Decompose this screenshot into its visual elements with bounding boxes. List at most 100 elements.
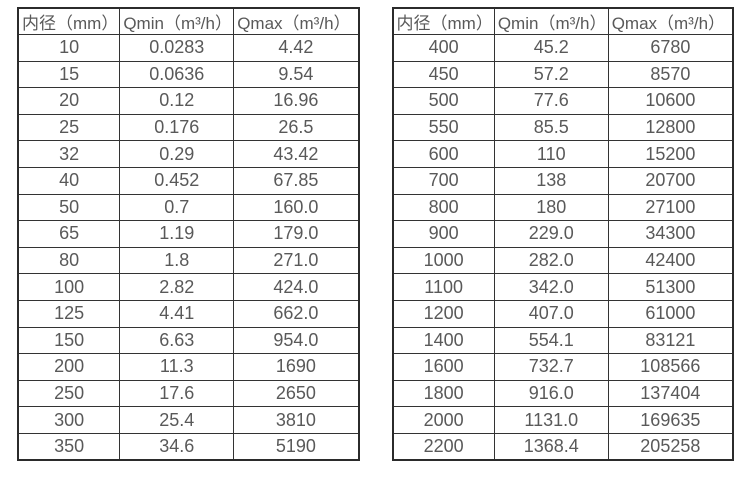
qmax-cell: 3810 [233, 406, 359, 434]
table-row: 65 1.19 179.0 [17, 220, 359, 248]
diameter-cell: 80 [17, 246, 121, 275]
table-row: 600 110 15200 [392, 140, 734, 168]
table-row: 125 4.41 662.0 [17, 299, 359, 328]
table-header-row: 内径（mm） Qmin（m³/h） Qmax（m³/h） [17, 7, 359, 35]
diameter-cell: 50 [17, 193, 121, 222]
qmin-cell: 85.5 [493, 113, 609, 142]
qmin-cell: 1.8 [119, 246, 235, 275]
table-row: 1200 407.0 61000 [392, 299, 734, 328]
flow-rate-table-large-diameters: 内径（mm） Qmin（m³/h） Qmax（m³/h） 400 45.2 6780 45… [391, 7, 734, 461]
diameter-cell: 800 [392, 193, 495, 222]
qmax-cell: 271.0 [233, 246, 359, 275]
table-row: 200 11.3 1690 [17, 353, 359, 381]
qmin-cell: 554.1 [493, 326, 609, 355]
qmin-cell: 407.0 [493, 299, 609, 328]
table-row: 40 0.452 67.85 [17, 166, 359, 195]
qmax-cell: 42400 [607, 246, 734, 275]
diameter-cell: 65 [17, 220, 121, 248]
qmin-cell: 0.452 [119, 166, 235, 195]
qmax-cell: 1690 [233, 353, 359, 381]
table-row: 1600 732.7 108566 [392, 353, 734, 381]
diameter-cell: 700 [392, 166, 495, 195]
qmin-cell: 6.63 [119, 326, 235, 355]
diameter-cell: 125 [17, 299, 121, 328]
table-row: 550 85.5 12800 [392, 113, 734, 142]
qmin-cell: 0.0636 [119, 60, 235, 89]
table-row: 100 2.82 424.0 [17, 273, 359, 301]
diameter-cell: 1100 [392, 273, 495, 301]
diameter-cell: 500 [392, 87, 495, 115]
qmin-cell: 0.12 [119, 87, 235, 115]
table-row: 2000 1131.0 169635 [392, 406, 734, 434]
table-row: 32 0.29 43.42 [17, 140, 359, 168]
table-row: 400 45.2 6780 [392, 34, 734, 62]
diameter-cell: 40 [17, 166, 121, 195]
qmin-cell: 45.2 [493, 34, 609, 62]
qmax-cell: 67.85 [233, 166, 359, 195]
table-row: 2200 1368.4 205258 [392, 432, 734, 461]
table-body: 400 45.2 6780 450 57.2 8570 500 77.6 10600 550 85.… [392, 34, 734, 461]
flow-rate-table-small-diameters: 内径（mm） Qmin（m³/h） Qmax（m³/h） 10 0.0283 4.42 1… [17, 7, 360, 461]
diameter-cell: 150 [17, 326, 121, 355]
diameter-column-header: 内径（mm） [17, 7, 121, 35]
qmin-cell: 34.6 [119, 432, 235, 461]
table-row: 1800 916.0 137404 [392, 379, 734, 408]
qmax-cell: 61000 [607, 299, 734, 328]
qmax-cell: 2650 [233, 379, 359, 408]
qmax-cell: 108566 [607, 353, 734, 381]
diameter-cell: 100 [17, 273, 121, 301]
qmax-cell: 83121 [607, 326, 734, 355]
qmax-cell: 16.96 [233, 87, 359, 115]
diameter-cell: 25 [17, 113, 121, 142]
qmax-cell: 4.42 [233, 34, 359, 62]
qmax-cell: 51300 [607, 273, 734, 301]
qmax-cell: 160.0 [233, 193, 359, 222]
qmax-cell: 9.54 [233, 60, 359, 89]
qmin-cell: 0.0283 [119, 34, 235, 62]
table-row: 25 0.176 26.5 [17, 113, 359, 142]
qmin-cell: 77.6 [493, 87, 609, 115]
diameter-cell: 550 [392, 113, 495, 142]
diameter-cell: 400 [392, 34, 495, 62]
table-row: 250 17.6 2650 [17, 379, 359, 408]
diameter-cell: 1600 [392, 353, 495, 381]
table-row: 300 25.4 3810 [17, 406, 359, 434]
qmax-cell: 5190 [233, 432, 359, 461]
diameter-cell: 300 [17, 406, 121, 434]
qmax-cell: 169635 [607, 406, 734, 434]
qmin-cell: 1.19 [119, 220, 235, 248]
table-row: 150 6.63 954.0 [17, 326, 359, 355]
qmin-cell: 1131.0 [493, 406, 609, 434]
table-row: 1100 342.0 51300 [392, 273, 734, 301]
qmin-cell: 342.0 [493, 273, 609, 301]
qmin-column-header: Qmin（m³/h） [493, 7, 609, 35]
qmin-cell: 11.3 [119, 353, 235, 381]
table-row: 15 0.0636 9.54 [17, 60, 359, 89]
qmin-cell: 180 [493, 193, 609, 222]
table-row: 10 0.0283 4.42 [17, 34, 359, 62]
diameter-cell: 32 [17, 140, 121, 168]
diameter-cell: 600 [392, 140, 495, 168]
qmax-cell: 10600 [607, 87, 734, 115]
qmax-cell: 34300 [607, 220, 734, 248]
qmax-cell: 137404 [607, 379, 734, 408]
qmax-cell: 205258 [607, 432, 734, 461]
qmax-column-header: Qmax（m³/h） [233, 7, 359, 35]
diameter-cell: 200 [17, 353, 121, 381]
table-row: 350 34.6 5190 [17, 432, 359, 461]
qmin-cell: 57.2 [493, 60, 609, 89]
qmin-cell: 25.4 [119, 406, 235, 434]
qmin-cell: 229.0 [493, 220, 609, 248]
diameter-cell: 1400 [392, 326, 495, 355]
qmin-cell: 732.7 [493, 353, 609, 381]
qmax-cell: 662.0 [233, 299, 359, 328]
qmax-cell: 8570 [607, 60, 734, 89]
diameter-cell: 450 [392, 60, 495, 89]
qmax-cell: 27100 [607, 193, 734, 222]
table-row: 500 77.6 10600 [392, 87, 734, 115]
qmax-cell: 12800 [607, 113, 734, 142]
table-row: 800 180 27100 [392, 193, 734, 222]
qmax-cell: 954.0 [233, 326, 359, 355]
diameter-cell: 2200 [392, 432, 495, 461]
